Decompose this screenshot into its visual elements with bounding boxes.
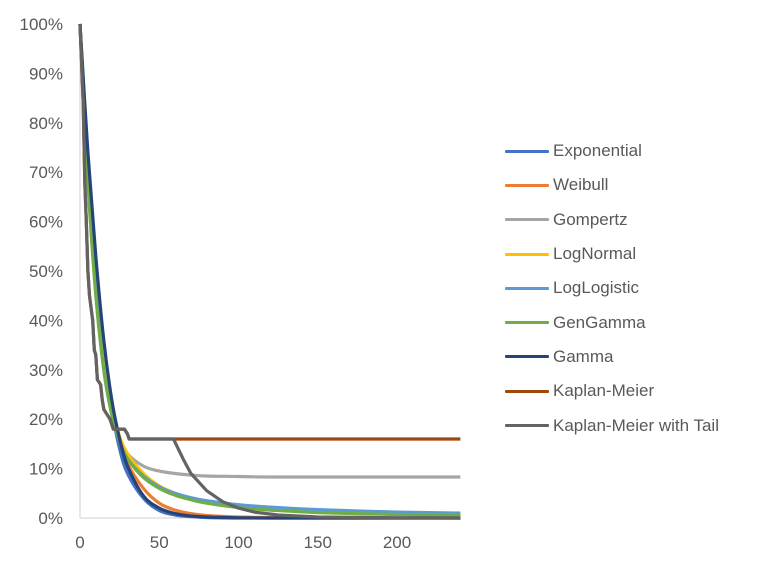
y-tick-label: 100% [20, 15, 63, 34]
x-tick-label: 150 [304, 533, 332, 552]
y-tick-label: 30% [29, 361, 63, 380]
legend-label: LogNormal [553, 244, 637, 264]
series-line-kaplan-meier-with-tail [78, 23, 461, 520]
legend-swatch [505, 183, 549, 187]
legend-item: Weibull [505, 168, 719, 202]
legend-label: Kaplan-Meier [553, 381, 655, 401]
y-tick-label: 40% [29, 311, 63, 330]
series-line-kaplan-meier [78, 23, 461, 441]
x-tick-label: 0 [75, 533, 84, 552]
legend-item: LogNormal [505, 237, 719, 271]
y-tick-label: 20% [29, 410, 63, 429]
y-tick-label: 60% [29, 213, 63, 232]
legend-swatch [505, 218, 549, 222]
legend-swatch [505, 321, 549, 325]
y-tick-label: 50% [29, 262, 63, 281]
legend-item: Gamma [505, 340, 719, 374]
series-line-weibull [78, 23, 461, 520]
legend-item: Exponential [505, 134, 719, 168]
legend-item: GenGamma [505, 305, 719, 339]
legend-swatch [505, 149, 549, 153]
y-tick-label: 90% [29, 64, 63, 83]
legend-label: Exponential [553, 141, 642, 161]
y-tick-label: 80% [29, 114, 63, 133]
series-line-lognormal [78, 23, 461, 517]
legend-label: Weibull [553, 175, 609, 195]
x-axis-tick-labels: 0 50 100 150 200 [75, 533, 411, 552]
x-tick-label: 200 [383, 533, 411, 552]
legend-item: Kaplan-Meier with Tail [505, 408, 719, 442]
legend-swatch [505, 424, 549, 428]
y-tick-label: 70% [29, 163, 63, 182]
x-tick-label: 50 [150, 533, 169, 552]
y-tick-label: 0% [38, 509, 63, 528]
series-line-gengamma [78, 23, 461, 518]
series-line-exponential [78, 23, 461, 520]
legend-label: Gamma [553, 346, 614, 366]
legend-swatch [505, 355, 549, 359]
series-line-gompertz [78, 23, 461, 479]
legend-swatch [505, 286, 549, 290]
legend-label: LogLogistic [553, 278, 640, 298]
chart-legend: Exponential Weibull Gompertz LogNormal LogLo… [505, 134, 719, 443]
y-tick-label: 10% [29, 460, 63, 479]
legend-item: LogLogistic [505, 271, 719, 305]
legend-item: Kaplan-Meier [505, 374, 719, 408]
series-line-gamma [78, 23, 461, 520]
plot-area [78, 23, 461, 520]
y-axis-tick-labels: 0% 10% 20% 30% 40% 50% 60% 70% 80% 90% 100% [20, 15, 63, 528]
legend-swatch [505, 252, 549, 256]
legend-item: Gompertz [505, 203, 719, 237]
legend-label: GenGamma [553, 312, 646, 332]
x-tick-label: 100 [224, 533, 252, 552]
legend-label: Kaplan-Meier with Tail [553, 415, 719, 435]
legend-swatch [505, 389, 549, 393]
legend-label: Gompertz [553, 209, 628, 229]
